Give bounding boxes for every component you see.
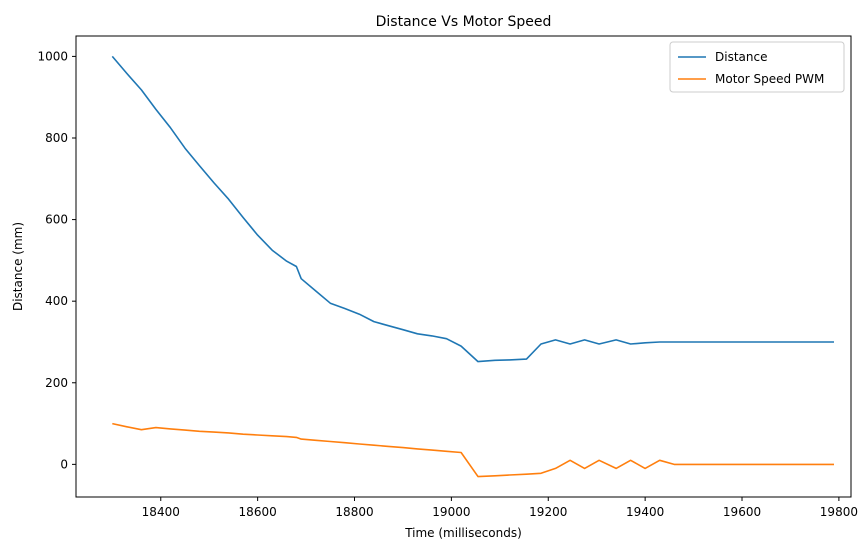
y-tick-label: 0 <box>60 457 68 471</box>
x-tick-label: 18400 <box>142 505 180 519</box>
x-tick-label: 18800 <box>335 505 373 519</box>
plot-lines <box>111 55 834 478</box>
chart-title: Distance Vs Motor Speed <box>376 14 552 30</box>
plot-frame <box>75 35 852 498</box>
x-tick-label: 19800 <box>820 505 858 519</box>
series-line-motor-speed-pwm <box>112 422 834 478</box>
y-tick-label: 600 <box>45 213 68 227</box>
legend-entry: Distance <box>715 50 767 64</box>
legend-entry: Motor Speed PWM <box>715 72 824 86</box>
x-tick-label: 18600 <box>239 505 277 519</box>
y-axis-ticks: 0 200 400 600 800 1000 <box>37 49 76 471</box>
x-axis-label: Time (milliseconds) <box>404 526 522 540</box>
x-tick-label: 19000 <box>432 505 470 519</box>
legend: Distance Motor Speed PWM <box>669 41 845 93</box>
y-tick-label: 800 <box>45 131 68 145</box>
legend-box <box>669 41 845 93</box>
y-axis-label: Distance (mm) <box>11 222 25 311</box>
y-tick-label: 200 <box>45 376 68 390</box>
x-tick-label: 19600 <box>723 505 761 519</box>
series-line-distance <box>111 55 834 363</box>
y-tick-label: 1000 <box>37 49 68 63</box>
x-tick-label: 19400 <box>626 505 664 519</box>
x-tick-label: 19200 <box>529 505 567 519</box>
x-axis-ticks: 18400 18600 18800 19000 19200 19400 19600 19800 <box>142 497 858 519</box>
y-tick-label: 400 <box>45 294 68 308</box>
